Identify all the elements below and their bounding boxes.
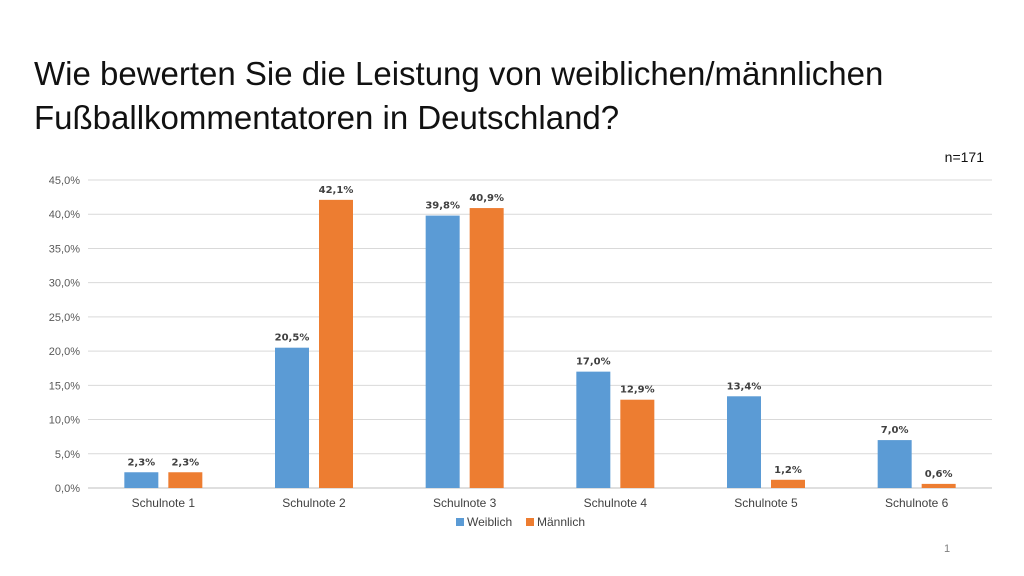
category-label: Schulnote 3 <box>433 496 497 510</box>
legend-maennlich-swatch <box>526 518 534 526</box>
category-label: Schulnote 5 <box>734 496 798 510</box>
data-label: 42,1% <box>319 185 354 196</box>
bar-weiblich <box>275 347 309 488</box>
y-tick-label: 45,0% <box>49 175 80 187</box>
data-label: 2,3% <box>127 457 155 468</box>
slide-title-line-2: Fußballkommentatoren in Deutschland? <box>34 99 620 136</box>
category-label: Schulnote 4 <box>584 496 648 510</box>
data-label: 7,0% <box>881 425 909 436</box>
y-tick-label: 15,0% <box>49 380 80 392</box>
bar-weiblich <box>727 396 761 488</box>
y-tick-label: 20,0% <box>49 346 80 358</box>
data-label: 13,4% <box>727 381 762 392</box>
sample-size-label: n=171 <box>944 149 984 165</box>
bar-maennlich <box>921 483 956 488</box>
data-label: 17,0% <box>576 357 611 368</box>
bar-weiblich <box>877 440 912 488</box>
slide-title-line-1: Wie bewerten Sie die Leistung von weibli… <box>34 55 884 92</box>
bar-weiblich <box>576 371 611 488</box>
legend-maennlich-label: Männlich <box>537 515 585 529</box>
bar-maennlich <box>771 479 805 488</box>
data-label: 39,8% <box>425 201 460 212</box>
data-label: 2,3% <box>171 457 199 468</box>
legend-weiblich-swatch <box>456 518 464 526</box>
data-label: 0,6% <box>925 469 953 480</box>
category-label: Schulnote 6 <box>885 496 949 510</box>
bar-maennlich <box>168 472 203 488</box>
y-tick-label: 25,0% <box>49 312 80 324</box>
y-tick-label: 30,0% <box>49 278 80 290</box>
y-tick-label: 0,0% <box>55 483 80 495</box>
category-label: Schulnote 2 <box>282 496 346 510</box>
data-label: 1,2% <box>774 465 802 476</box>
category-label: Schulnote 1 <box>132 496 196 510</box>
bar-weiblich <box>124 472 159 488</box>
bar-maennlich <box>319 199 353 489</box>
bar-maennlich <box>469 208 504 488</box>
bar-maennlich <box>620 399 655 488</box>
y-tick-label: 35,0% <box>49 243 80 255</box>
data-label: 20,5% <box>275 333 310 344</box>
y-tick-label: 10,0% <box>49 415 80 427</box>
legend-weiblich-label: Weiblich <box>467 515 512 529</box>
slide-title: Wie bewerten Sie die Leistung von weibli… <box>34 52 994 140</box>
data-label: 40,9% <box>469 193 504 204</box>
y-tick-label: 5,0% <box>55 449 80 461</box>
y-tick-label: 40,0% <box>49 209 80 221</box>
bar-weiblich <box>425 215 460 488</box>
data-label: 12,9% <box>620 385 655 396</box>
page-number: 1 <box>944 543 951 555</box>
